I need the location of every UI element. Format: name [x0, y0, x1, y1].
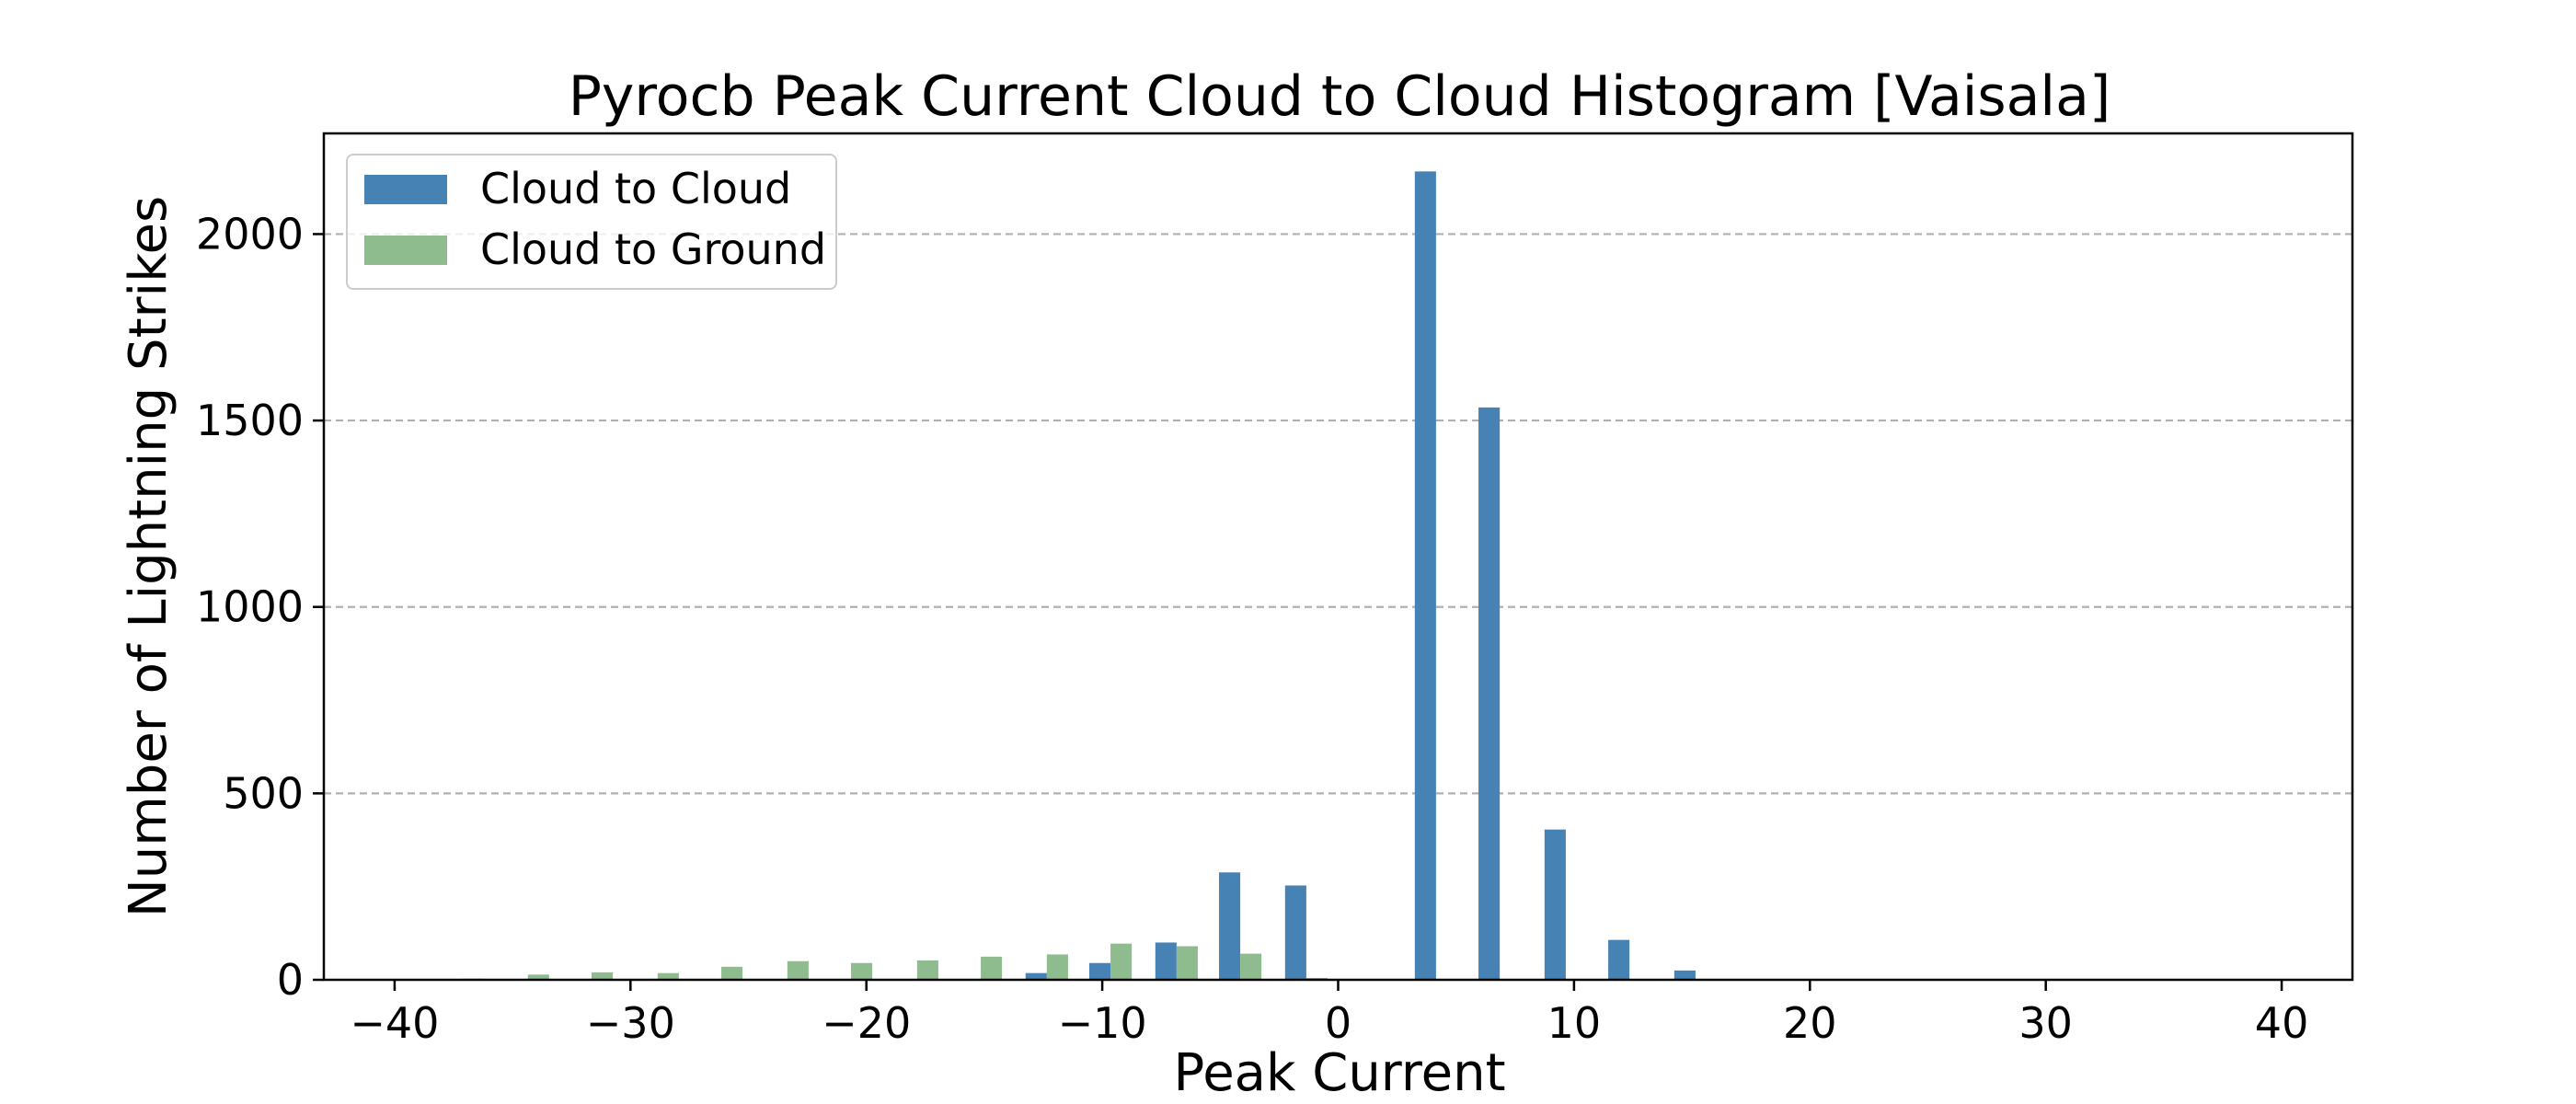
bar-cloud-to-ground-12 — [1240, 953, 1262, 980]
bar-cloud-to-ground-5 — [787, 960, 809, 980]
bar-cloud-to-ground-7 — [916, 960, 938, 980]
x-axis-ticks: −40 −30 −20 −10 0 10 20 30 40 — [350, 980, 2308, 1048]
x-tick-label-8: 40 — [2255, 998, 2309, 1048]
bar-cloud-to-ground-4 — [721, 966, 743, 980]
bar-cloud-to-cloud-16 — [1478, 407, 1501, 980]
x-tick-label-4: 0 — [1325, 998, 1351, 1048]
legend-frame — [346, 154, 837, 290]
legend-label-cloud-to-cloud: Cloud to Cloud — [480, 164, 791, 213]
bars — [461, 171, 1696, 980]
bar-cloud-to-ground-3 — [657, 972, 679, 980]
x-tick-label-0: −40 — [350, 998, 439, 1048]
bar-cloud-to-ground-10 — [1110, 943, 1133, 980]
bar-cloud-to-cloud-15 — [1414, 171, 1436, 980]
y-tick-label-4: 2000 — [196, 209, 304, 259]
bar-cloud-to-cloud-12 — [1219, 872, 1241, 980]
x-tick-label-3: −10 — [1058, 998, 1147, 1048]
bar-cloud-to-ground-11 — [1176, 946, 1198, 980]
x-tick-label-2: −20 — [822, 998, 911, 1048]
bar-cloud-to-cloud-19 — [1673, 970, 1696, 980]
chart-title: Pyrocb Peak Current Cloud to Cloud Histo… — [569, 64, 2111, 129]
bar-cloud-to-cloud-11 — [1155, 942, 1177, 980]
legend: Cloud to Cloud Cloud to Ground — [346, 154, 837, 290]
x-tick-label-1: −30 — [586, 998, 675, 1048]
bar-cloud-to-cloud-17 — [1544, 829, 1566, 980]
x-tick-label-6: 20 — [1783, 998, 1837, 1048]
legend-swatch-cloud-to-ground — [364, 236, 447, 265]
y-tick-label-2: 1000 — [196, 582, 304, 632]
bar-cloud-to-ground-1 — [527, 974, 549, 980]
bar-cloud-to-cloud-13 — [1284, 885, 1306, 980]
legend-label-cloud-to-ground: Cloud to Ground — [480, 224, 826, 274]
bar-cloud-to-ground-6 — [851, 962, 873, 980]
y-axis-ticks: 0 500 1000 1500 2000 — [196, 209, 324, 1005]
x-tick-label-5: 10 — [1547, 998, 1602, 1048]
bar-cloud-to-ground-9 — [1046, 954, 1068, 980]
bar-cloud-to-cloud-18 — [1608, 939, 1630, 980]
bar-cloud-to-ground-2 — [592, 972, 614, 980]
y-tick-label-3: 1500 — [196, 396, 304, 445]
y-axis-label: Number of Lightning Strikes — [119, 196, 178, 917]
x-tick-label-7: 30 — [2018, 998, 2073, 1048]
bar-cloud-to-ground-8 — [981, 956, 1003, 980]
legend-swatch-cloud-to-cloud — [364, 175, 447, 204]
y-tick-label-1: 500 — [223, 768, 304, 818]
bar-cloud-to-cloud-10 — [1089, 962, 1111, 980]
y-tick-label-0: 0 — [277, 955, 304, 1005]
series-cloud-to-cloud — [1025, 171, 1696, 980]
x-axis-label: Peak Current — [1173, 1043, 1505, 1103]
series-cloud-to-ground — [461, 943, 1328, 980]
bar-cloud-to-cloud-9 — [1025, 972, 1047, 980]
